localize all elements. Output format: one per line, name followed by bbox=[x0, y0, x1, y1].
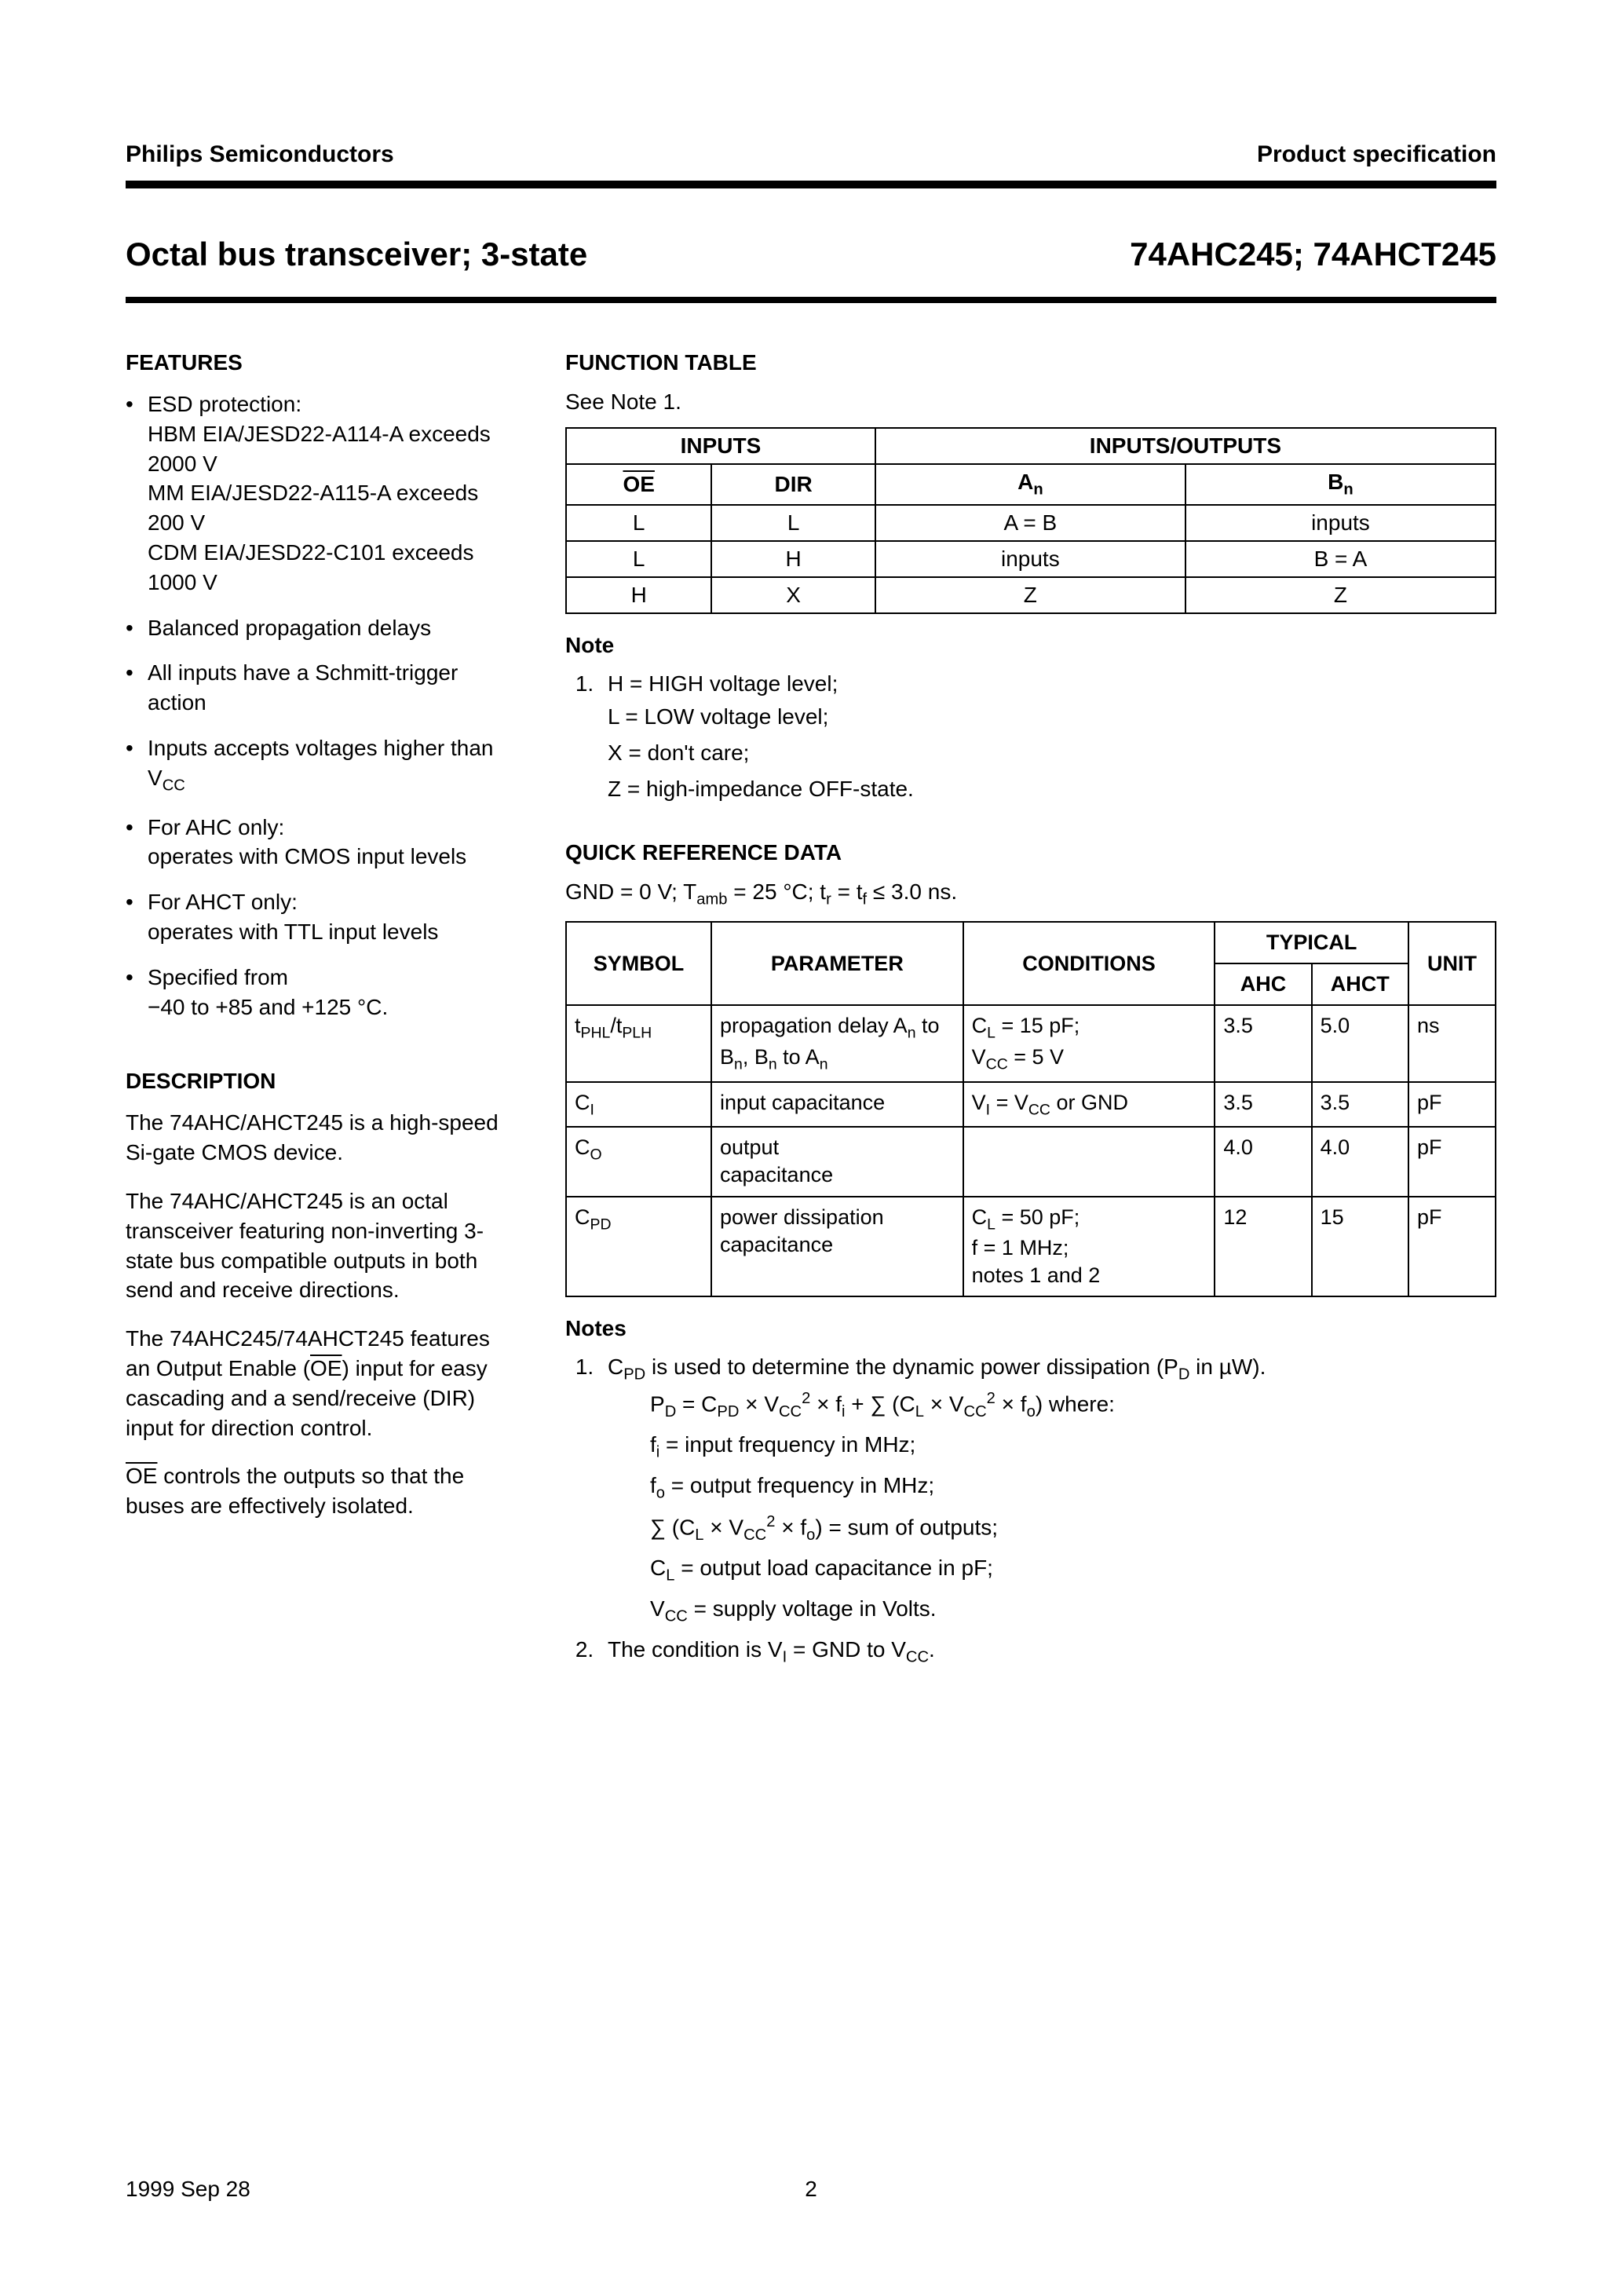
table-header: An bbox=[875, 464, 1185, 505]
function-table: INPUTS INPUTS/OUTPUTS OE DIR An Bn L L A… bbox=[565, 427, 1496, 614]
table-header: INPUTS bbox=[566, 428, 875, 464]
table-header: Bn bbox=[1185, 464, 1496, 505]
table-row: CPD power dissipation capacitance CL = 5… bbox=[566, 1197, 1496, 1297]
note-item: H = HIGH voltage level; L = LOW voltage … bbox=[600, 667, 1496, 806]
list-item: Inputs accepts voltages higher than VCC bbox=[126, 733, 518, 797]
list-item: Balanced propagation delays bbox=[126, 613, 518, 643]
header-right: Product specification bbox=[1257, 141, 1496, 168]
divider bbox=[126, 181, 1496, 188]
qrd-notes: CPD is used to determine the dynamic pow… bbox=[565, 1351, 1496, 1669]
paragraph: The 74AHC245/74AHCT245 features an Outpu… bbox=[126, 1324, 518, 1442]
page-header: Philips Semiconductors Product specifica… bbox=[126, 141, 1496, 168]
function-table-heading: FUNCTION TABLE bbox=[565, 350, 1496, 375]
title-row: Octal bus transceiver; 3-state 74AHC245;… bbox=[126, 236, 1496, 273]
divider bbox=[126, 297, 1496, 303]
part-number: 74AHC245; 74AHCT245 bbox=[1130, 236, 1496, 273]
table-row: CO outputcapacitance 4.0 4.0 pF bbox=[566, 1127, 1496, 1196]
table-row: CI input capacitance VI = VCC or GND 3.5… bbox=[566, 1082, 1496, 1128]
table-header: PARAMETER bbox=[711, 922, 963, 1005]
see-note: See Note 1. bbox=[565, 389, 1496, 415]
table-header: CONDITIONS bbox=[963, 922, 1215, 1005]
paragraph: The 74AHC/AHCT245 is an octal transceive… bbox=[126, 1186, 518, 1305]
table-header: INPUTS/OUTPUTS bbox=[875, 428, 1496, 464]
features-list: ESD protection:HBM EIA/JESD22-A114-A exc… bbox=[126, 389, 518, 1022]
description-block: The 74AHC/AHCT245 is a high-speed Si-gat… bbox=[126, 1108, 518, 1521]
footer-date: 1999 Sep 28 bbox=[126, 2177, 250, 2202]
list-item: For AHCT only:operates with TTL input le… bbox=[126, 887, 518, 947]
table-header: DIR bbox=[711, 464, 875, 505]
table-header: AHC bbox=[1215, 963, 1311, 1005]
table-row: tPHL/tPLH propagation delay An to Bn, Bn… bbox=[566, 1005, 1496, 1081]
list-item: Specified from−40 to +85 and +125 °C. bbox=[126, 963, 518, 1022]
description-heading: DESCRIPTION bbox=[126, 1069, 518, 1094]
paragraph: The 74AHC/AHCT245 is a high-speed Si-gat… bbox=[126, 1108, 518, 1168]
table-row: L L A = B inputs bbox=[566, 505, 1496, 541]
function-table-notes: H = HIGH voltage level; L = LOW voltage … bbox=[565, 667, 1496, 806]
table-header: UNIT bbox=[1408, 922, 1496, 1005]
qrd-conditions: GND = 0 V; Tamb = 25 °C; tr = tf ≤ 3.0 n… bbox=[565, 879, 1496, 909]
page-title: Octal bus transceiver; 3-state bbox=[126, 236, 587, 273]
list-item: For AHC only:operates with CMOS input le… bbox=[126, 813, 518, 872]
table-header: TYPICAL bbox=[1215, 922, 1408, 963]
table-header: SYMBOL bbox=[566, 922, 711, 1005]
page-number: 2 bbox=[805, 2177, 817, 2202]
qrd-table: SYMBOL PARAMETER CONDITIONS TYPICAL UNIT… bbox=[565, 921, 1496, 1297]
table-header: OE bbox=[566, 464, 711, 505]
notes-heading: Notes bbox=[565, 1316, 1496, 1341]
qrd-heading: QUICK REFERENCE DATA bbox=[565, 840, 1496, 865]
paragraph: OE controls the outputs so that the buse… bbox=[126, 1461, 518, 1521]
header-left: Philips Semiconductors bbox=[126, 141, 394, 168]
table-header: AHCT bbox=[1312, 963, 1408, 1005]
list-item: All inputs have a Schmitt-trigger action bbox=[126, 658, 518, 718]
note-item: CPD is used to determine the dynamic pow… bbox=[600, 1351, 1496, 1628]
table-row: L H inputs B = A bbox=[566, 541, 1496, 577]
table-row: H X Z Z bbox=[566, 577, 1496, 613]
note-heading: Note bbox=[565, 633, 1496, 658]
page-footer: 1999 Sep 28 2 bbox=[126, 2177, 1496, 2202]
note-item: The condition is VI = GND to VCC. bbox=[600, 1633, 1496, 1669]
list-item: ESD protection:HBM EIA/JESD22-A114-A exc… bbox=[126, 389, 518, 598]
features-heading: FEATURES bbox=[126, 350, 518, 375]
